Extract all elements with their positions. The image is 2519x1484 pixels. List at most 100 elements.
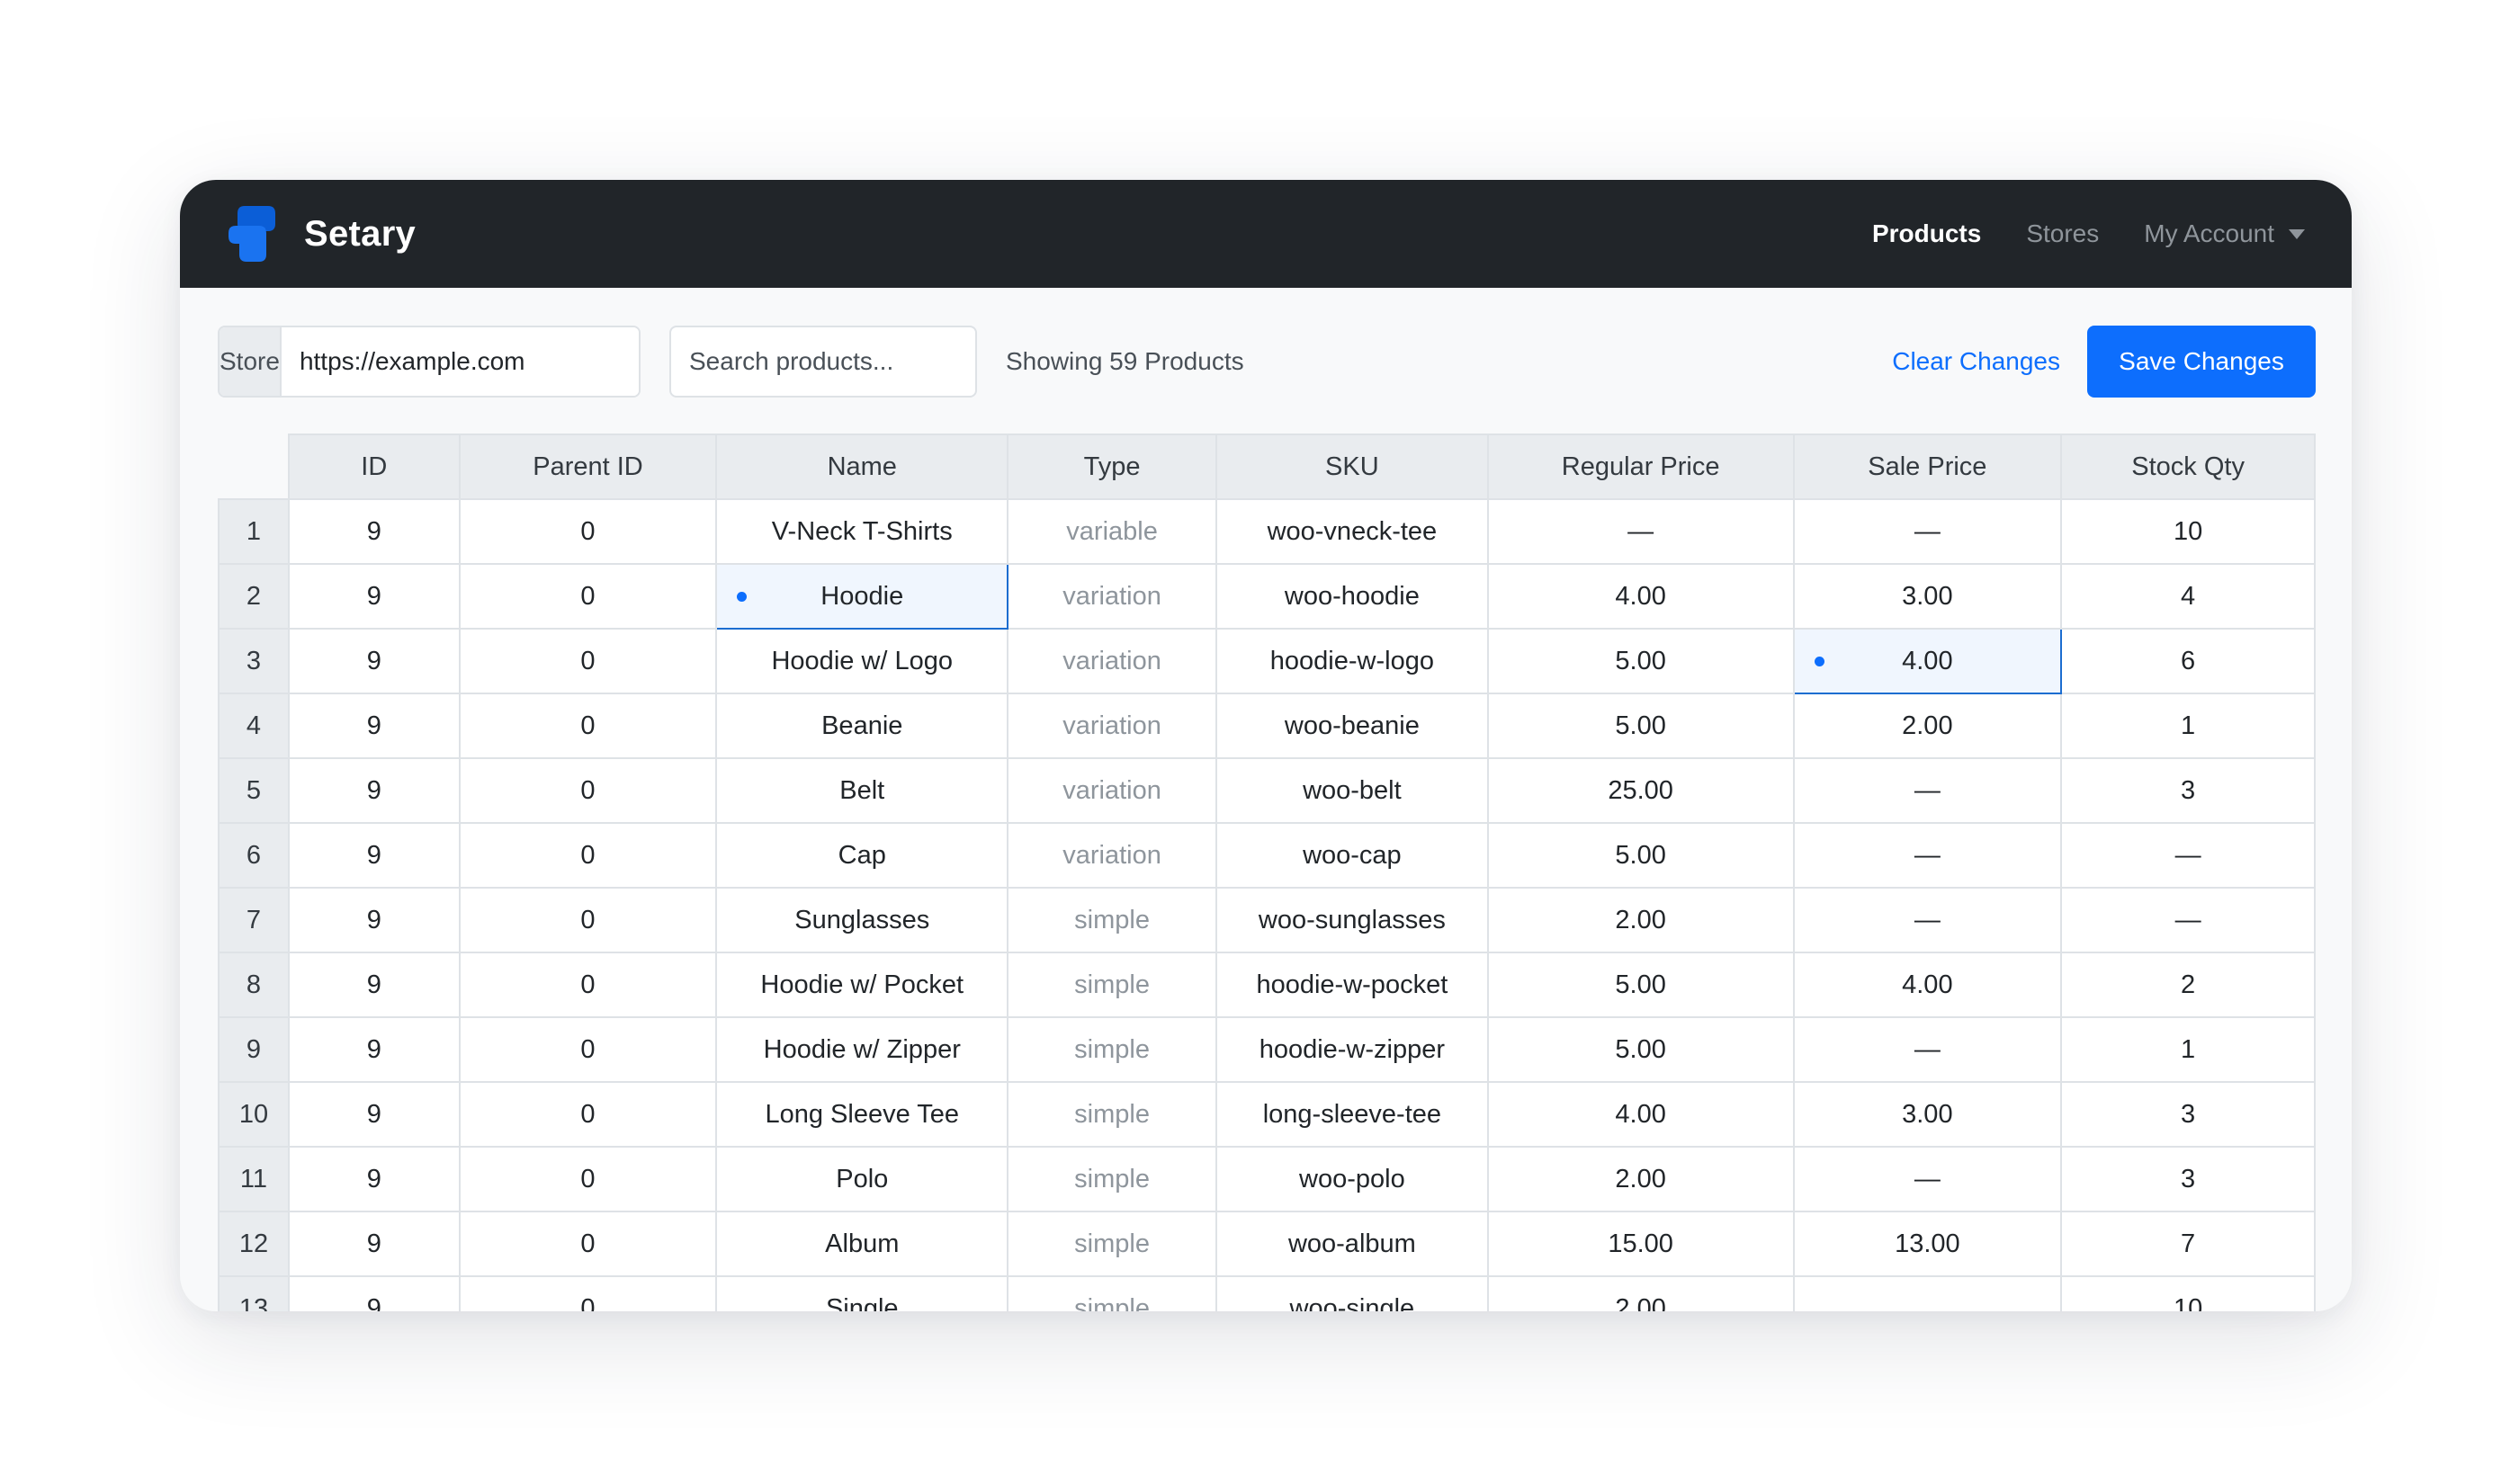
cell-id[interactable]: 9: [287, 1275, 461, 1311]
cell-id[interactable]: 9: [287, 1016, 461, 1083]
cell-stock-qty[interactable]: 4: [2060, 563, 2316, 630]
cell-id[interactable]: 9: [287, 757, 461, 824]
table-row[interactable]: 7 9 0 Sunglasses simple woo-sunglasses 2.00— —: [218, 887, 2316, 953]
cell-parent-id[interactable]: 0: [458, 628, 718, 694]
save-changes-button[interactable]: Save Changes: [2087, 326, 2316, 398]
cell-sale-price[interactable]: —: [1792, 822, 2063, 889]
table-row[interactable]: 5 9 0 Belt variation woo-belt 25.00—3: [218, 757, 2316, 824]
cell-sale-price[interactable]: —: [1792, 757, 2063, 824]
cell-regular-price[interactable]: 25.00: [1486, 757, 1795, 824]
cell-name[interactable]: Polo: [715, 1146, 1009, 1212]
cell-sale-price[interactable]: —: [1792, 887, 2063, 953]
cell-name[interactable]: Beanie: [715, 693, 1009, 759]
cell-sku[interactable]: woo-album: [1215, 1211, 1489, 1277]
cell-regular-price[interactable]: 2.00: [1486, 887, 1795, 953]
cell-type[interactable]: variation: [1007, 757, 1217, 824]
cell-regular-price[interactable]: —: [1486, 498, 1795, 565]
cell-sku[interactable]: woo-belt: [1215, 757, 1489, 824]
table-row[interactable]: 9 9 0 Hoodie w/ Zipper simple hoodie-w-zipper…: [218, 1016, 2316, 1083]
cell-name[interactable]: Hoodie w/ Zipper: [715, 1016, 1009, 1083]
cell-sale-price[interactable]: 4.00: [1792, 952, 2063, 1018]
cell-type[interactable]: variation: [1007, 628, 1217, 694]
cell-sale-price[interactable]: 2.00: [1792, 693, 2063, 759]
cell-name[interactable]: Sunglasses: [715, 887, 1009, 953]
cell-name[interactable]: Album: [715, 1211, 1009, 1277]
cell-sku[interactable]: woo-sunglasses: [1215, 887, 1489, 953]
column-header[interactable]: Sale Price: [1792, 434, 2063, 500]
cell-sale-price[interactable]: —: [1792, 1146, 2063, 1212]
table-row[interactable]: 11 9 0 Polo simple woo-polo 2.00—3: [218, 1146, 2316, 1212]
cell-stock-qty[interactable]: 7: [2060, 1211, 2316, 1277]
cell-regular-price[interactable]: 4.00: [1486, 563, 1795, 630]
cell-regular-price[interactable]: 5.00: [1486, 822, 1795, 889]
cell-stock-qty[interactable]: 2: [2060, 952, 2316, 1018]
cell-stock-qty[interactable]: 3: [2060, 1081, 2316, 1148]
cell-name[interactable]: Cap: [715, 822, 1009, 889]
cell-name[interactable]: V-Neck T-Shirts: [715, 498, 1009, 565]
cell-id[interactable]: 9: [287, 693, 461, 759]
column-header[interactable]: Stock Qty: [2060, 434, 2316, 500]
column-header[interactable]: SKU: [1215, 434, 1489, 500]
cell-sale-price[interactable]: [1792, 1275, 2063, 1311]
cell-sale-price[interactable]: —: [1792, 1016, 2063, 1083]
cell-regular-price[interactable]: 2.00: [1486, 1275, 1795, 1311]
cell-name-edited[interactable]: Hoodie: [715, 563, 1009, 630]
cell-parent-id[interactable]: 0: [458, 822, 718, 889]
cell-name[interactable]: Belt: [715, 757, 1009, 824]
search-input[interactable]: [669, 326, 977, 398]
clear-changes-button[interactable]: Clear Changes: [1892, 347, 2060, 375]
cell-stock-qty[interactable]: 10: [2060, 1275, 2316, 1311]
cell-id[interactable]: 9: [287, 628, 461, 694]
cell-sale-price[interactable]: —: [1792, 498, 2063, 565]
cell-sale-price-edited[interactable]: 4.00: [1792, 628, 2063, 694]
cell-id[interactable]: 9: [287, 1211, 461, 1277]
cell-id[interactable]: 9: [287, 1081, 461, 1148]
cell-sku[interactable]: woo-single: [1215, 1275, 1489, 1311]
cell-id[interactable]: 9: [287, 952, 461, 1018]
cell-id[interactable]: 9: [287, 822, 461, 889]
cell-regular-price[interactable]: 5.00: [1486, 693, 1795, 759]
cell-stock-qty[interactable]: 10: [2060, 498, 2316, 565]
cell-name[interactable]: Single: [715, 1275, 1009, 1311]
cell-sale-price[interactable]: 13.00: [1792, 1211, 2063, 1277]
cell-sku[interactable]: woo-cap: [1215, 822, 1489, 889]
cell-stock-qty[interactable]: 1: [2060, 693, 2316, 759]
cell-sku[interactable]: hoodie-w-pocket: [1215, 952, 1489, 1018]
cell-parent-id[interactable]: 0: [458, 1211, 718, 1277]
cell-type[interactable]: variable: [1007, 498, 1217, 565]
nav-products[interactable]: Products: [1871, 219, 1982, 247]
cell-sku[interactable]: woo-polo: [1215, 1146, 1489, 1212]
nav-my-account[interactable]: My Account: [2144, 219, 2305, 248]
cell-name[interactable]: Hoodie w/ Logo: [715, 628, 1009, 694]
nav-stores[interactable]: Stores: [2026, 219, 2100, 247]
cell-parent-id[interactable]: 0: [458, 1016, 718, 1083]
cell-type[interactable]: simple: [1007, 1211, 1217, 1277]
cell-sku[interactable]: hoodie-w-zipper: [1215, 1016, 1489, 1083]
cell-parent-id[interactable]: 0: [458, 1275, 718, 1311]
cell-id[interactable]: 9: [287, 498, 461, 565]
cell-name[interactable]: Long Sleeve Tee: [715, 1081, 1009, 1148]
cell-stock-qty[interactable]: 3: [2060, 757, 2316, 824]
cell-parent-id[interactable]: 0: [458, 1146, 718, 1212]
cell-id[interactable]: 9: [287, 887, 461, 953]
cell-sku[interactable]: woo-hoodie: [1215, 563, 1489, 630]
cell-sku[interactable]: woo-beanie: [1215, 693, 1489, 759]
cell-stock-qty[interactable]: 1: [2060, 1016, 2316, 1083]
table-row[interactable]: 2 9 0 Hoodie variation woo-hoodie 4.00 3.00 4: [218, 563, 2316, 630]
cell-stock-qty[interactable]: —: [2060, 822, 2316, 889]
table-row[interactable]: 8 9 0 Hoodie w/ Pocket simple hoodie-w-pocket…: [218, 952, 2316, 1018]
cell-regular-price[interactable]: 5.00: [1486, 628, 1795, 694]
cell-type[interactable]: simple: [1007, 1275, 1217, 1311]
table-row[interactable]: 6 9 0 Cap variation woo-cap 5.00— —: [218, 822, 2316, 889]
cell-type[interactable]: simple: [1007, 887, 1217, 953]
cell-type[interactable]: simple: [1007, 1081, 1217, 1148]
cell-type[interactable]: variation: [1007, 822, 1217, 889]
cell-stock-qty[interactable]: 6: [2060, 628, 2316, 694]
column-header[interactable]: ID: [287, 434, 461, 500]
table-row[interactable]: 4 9 0 Beanie variation woo-beanie 5.00 2.00 1: [218, 693, 2316, 759]
cell-regular-price[interactable]: 4.00: [1486, 1081, 1795, 1148]
column-header[interactable]: Type: [1007, 434, 1217, 500]
cell-stock-qty[interactable]: —: [2060, 887, 2316, 953]
cell-sale-price[interactable]: 3.00: [1792, 563, 2063, 630]
cell-parent-id[interactable]: 0: [458, 1081, 718, 1148]
